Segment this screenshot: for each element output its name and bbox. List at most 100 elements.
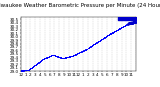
- Point: [45, 57, 48, 58]
- Point: [107, 34, 110, 35]
- Point: [105, 36, 107, 37]
- Point: [40, 60, 42, 61]
- Point: [113, 31, 116, 32]
- Point: [41, 59, 43, 61]
- Point: [116, 29, 119, 31]
- Point: [20, 70, 22, 71]
- Point: [108, 34, 110, 36]
- Point: [28, 69, 30, 70]
- Point: [81, 51, 84, 52]
- Point: [23, 70, 25, 71]
- Point: [36, 63, 38, 64]
- Point: [46, 57, 49, 58]
- Point: [74, 54, 77, 55]
- Point: [28, 69, 30, 70]
- Point: [68, 56, 71, 57]
- Point: [134, 21, 137, 23]
- Point: [132, 22, 134, 23]
- Point: [61, 57, 64, 59]
- Point: [57, 56, 59, 57]
- Point: [29, 68, 32, 69]
- Point: [76, 53, 79, 54]
- Point: [72, 55, 75, 56]
- Point: [39, 61, 42, 62]
- Point: [121, 27, 123, 28]
- Point: [74, 54, 77, 55]
- Point: [127, 23, 130, 24]
- Point: [81, 50, 84, 52]
- Point: [134, 21, 137, 23]
- Point: [79, 51, 82, 53]
- Point: [72, 55, 74, 56]
- Point: [128, 22, 130, 24]
- Point: [27, 69, 30, 71]
- Point: [110, 32, 113, 34]
- Point: [40, 60, 42, 61]
- Point: [122, 26, 125, 27]
- Point: [83, 49, 86, 51]
- Point: [101, 38, 104, 39]
- Point: [133, 22, 135, 23]
- Point: [81, 50, 84, 52]
- Point: [71, 56, 74, 57]
- Point: [54, 55, 57, 56]
- Point: [95, 42, 97, 43]
- Point: [37, 62, 39, 64]
- Point: [131, 22, 133, 23]
- Point: [69, 56, 72, 57]
- Point: [51, 54, 53, 56]
- Point: [76, 53, 78, 55]
- Point: [24, 69, 26, 71]
- Point: [77, 52, 80, 54]
- Point: [84, 49, 87, 50]
- Point: [110, 32, 113, 33]
- Point: [120, 27, 123, 28]
- Point: [47, 56, 49, 58]
- Point: [80, 51, 82, 53]
- Point: [88, 47, 91, 48]
- Point: [82, 50, 84, 52]
- Point: [54, 55, 57, 56]
- Point: [50, 55, 52, 56]
- Point: [104, 36, 107, 37]
- Point: [104, 36, 107, 38]
- Point: [107, 34, 109, 36]
- Point: [83, 50, 86, 51]
- Point: [95, 42, 98, 44]
- Point: [51, 54, 53, 55]
- Point: [81, 50, 83, 52]
- Point: [60, 57, 63, 59]
- Point: [124, 25, 126, 26]
- Point: [120, 27, 123, 28]
- Point: [33, 65, 36, 66]
- Point: [60, 57, 62, 58]
- Point: [89, 46, 92, 47]
- Point: [86, 48, 88, 50]
- Point: [32, 66, 34, 67]
- Point: [72, 55, 74, 56]
- Point: [48, 56, 50, 57]
- Point: [117, 29, 119, 30]
- Point: [86, 48, 88, 50]
- Point: [105, 35, 108, 37]
- Point: [22, 70, 24, 71]
- Point: [62, 57, 65, 59]
- Point: [78, 52, 80, 53]
- Point: [56, 56, 59, 57]
- Point: [60, 57, 63, 58]
- Point: [92, 44, 94, 45]
- Point: [118, 27, 121, 29]
- Point: [100, 38, 103, 40]
- Point: [57, 56, 60, 58]
- Point: [104, 36, 106, 38]
- Point: [107, 34, 110, 35]
- Point: [72, 55, 74, 56]
- Point: [118, 28, 121, 29]
- Point: [86, 48, 89, 49]
- Point: [30, 67, 33, 68]
- Point: [85, 49, 88, 50]
- Point: [39, 61, 41, 62]
- Point: [73, 54, 76, 56]
- Point: [47, 56, 50, 57]
- Point: [108, 33, 111, 35]
